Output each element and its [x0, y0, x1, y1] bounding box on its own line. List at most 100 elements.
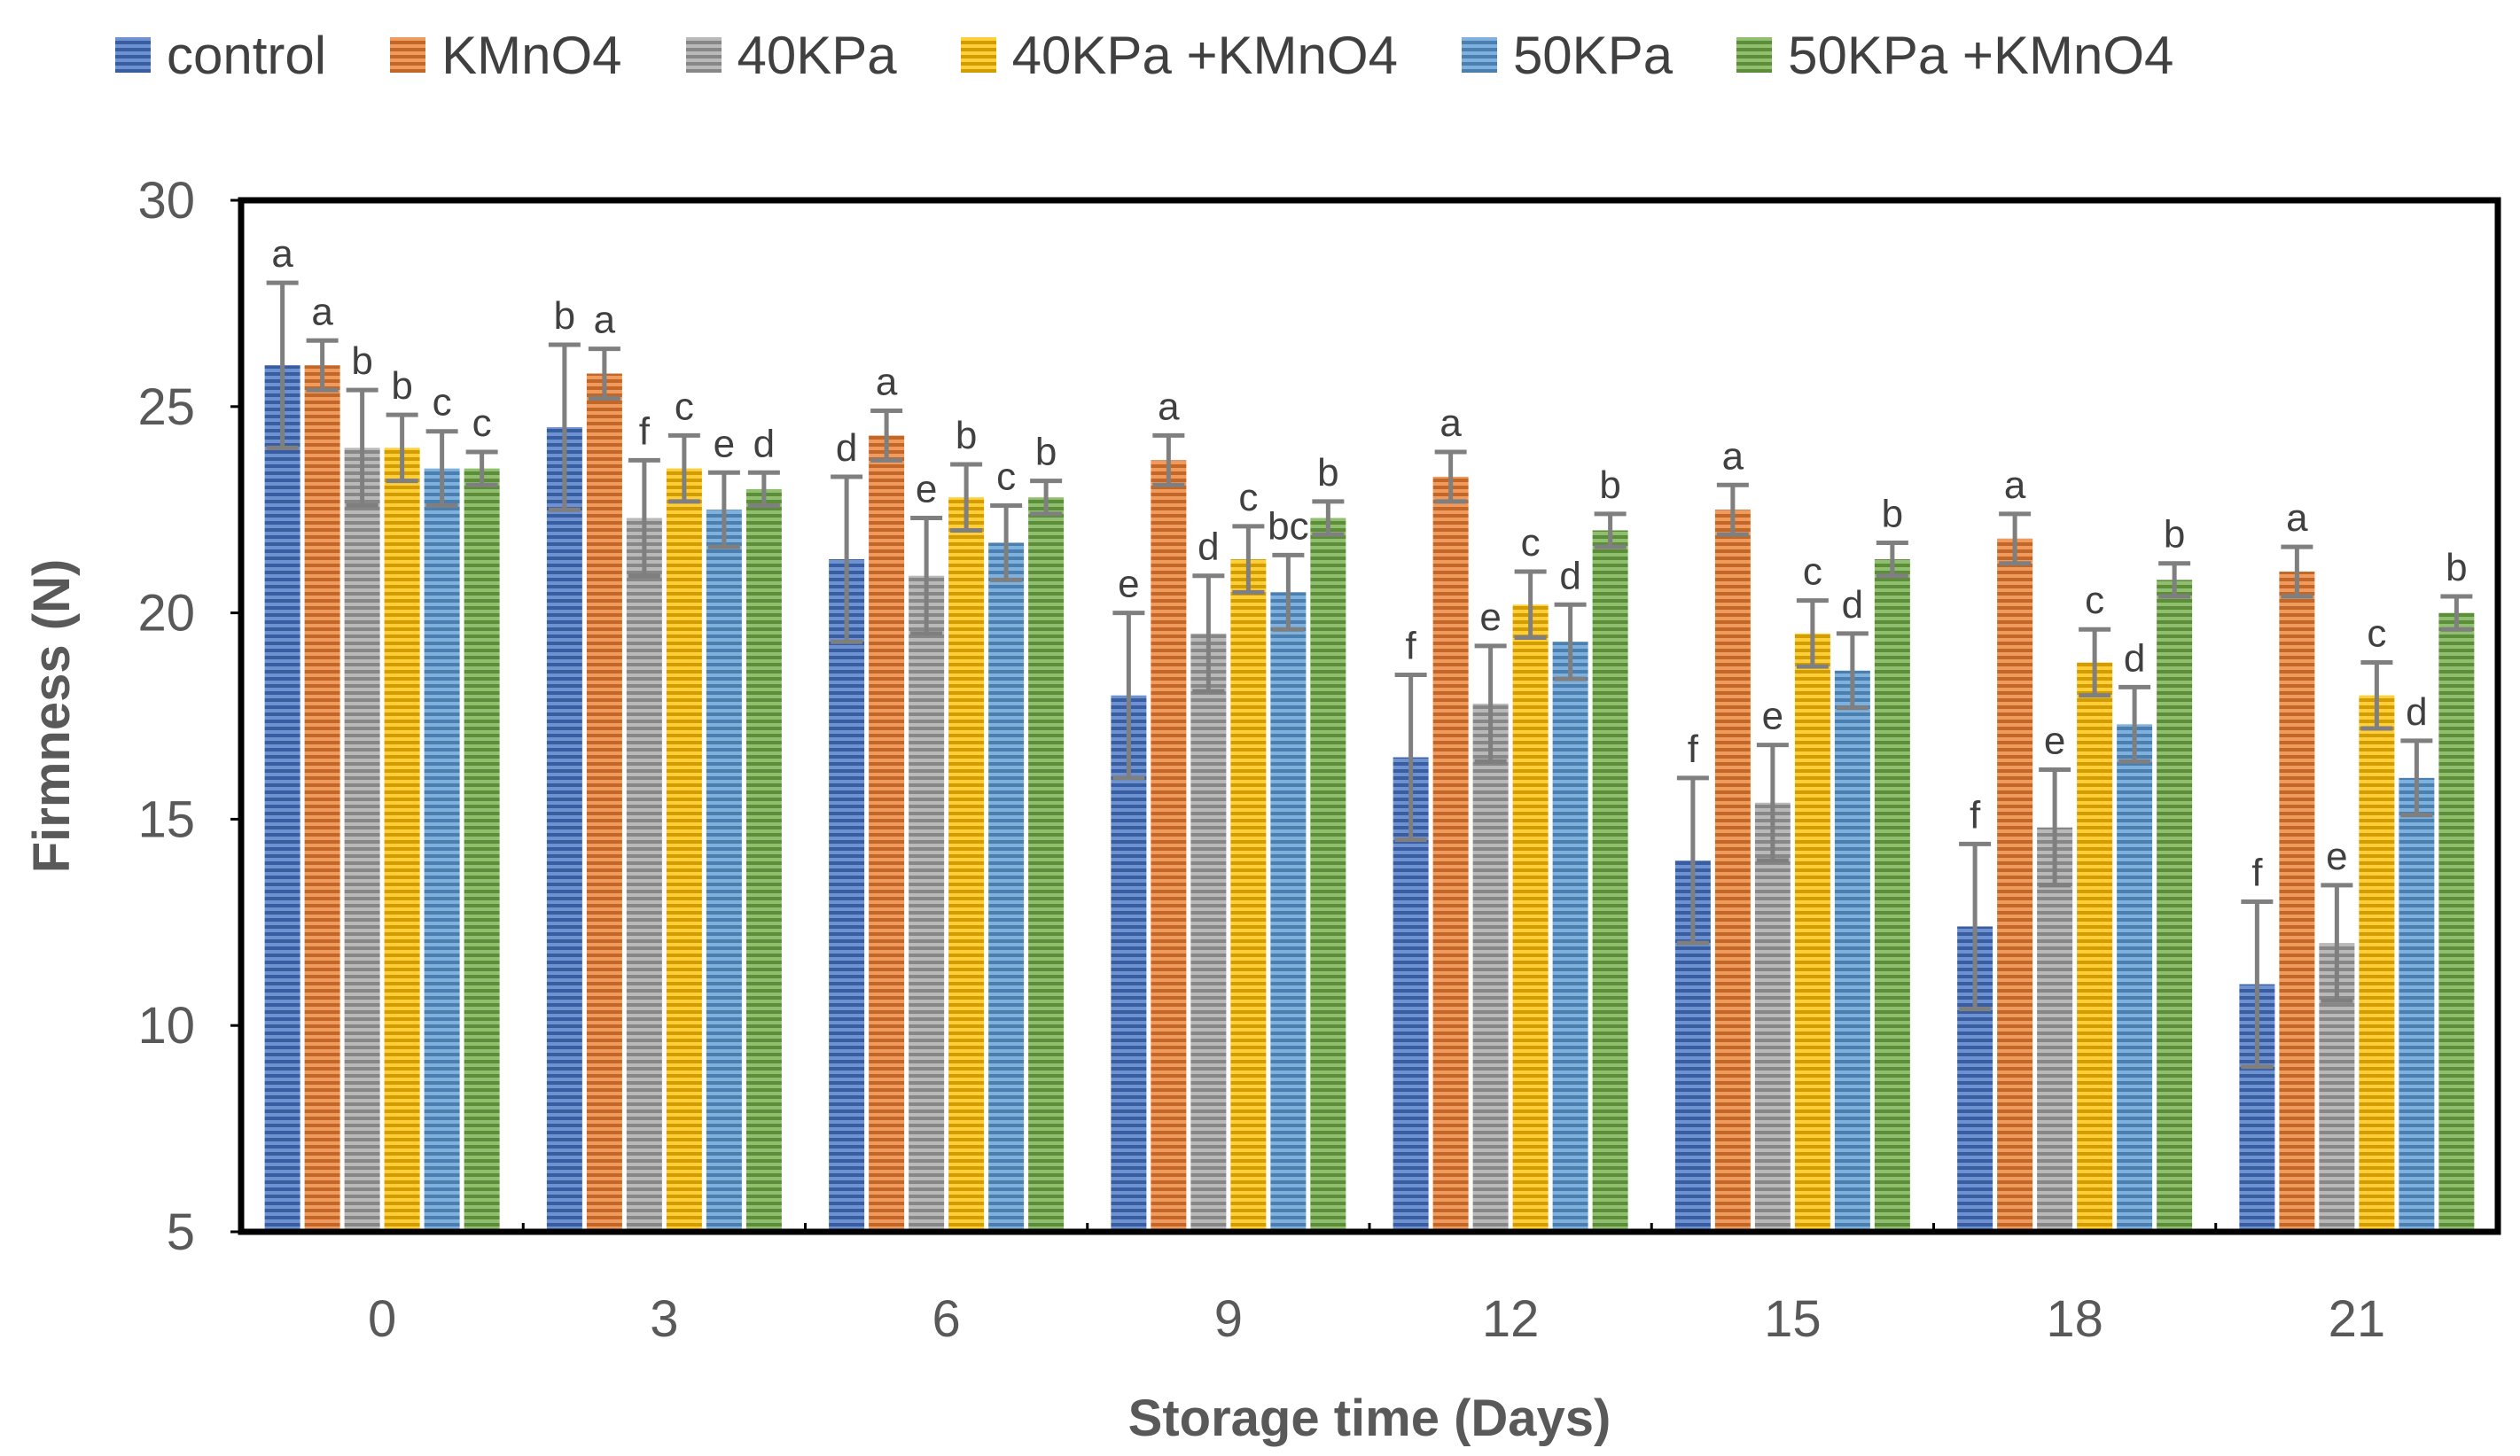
error-bar [2079, 627, 2111, 698]
bar [264, 365, 300, 1232]
legend-label: 50KPa [1512, 25, 1673, 85]
significance-letter: c [1521, 521, 1541, 564]
significance-letter: a [594, 299, 616, 342]
significance-letter: f [639, 409, 651, 453]
legend-item: control [115, 25, 326, 86]
bar [2279, 572, 2315, 1232]
significance-letter: d [1559, 554, 1580, 597]
error-bar [548, 342, 581, 512]
error-bar [2158, 561, 2191, 599]
legend-label: 40KPa [737, 25, 897, 85]
x-tick-label: 9 [1214, 1290, 1243, 1348]
significance-letter: c [2085, 579, 2104, 622]
bar [948, 497, 985, 1232]
error-bar [1112, 611, 1145, 781]
bar [1794, 633, 1830, 1232]
legend-swatch [1736, 37, 1773, 73]
significance-letter: a [1722, 434, 1744, 478]
significance-letter: e [2326, 835, 2347, 878]
significance-letter: e [916, 468, 937, 511]
error-bar [1152, 432, 1185, 487]
error-bar [870, 408, 903, 463]
bar [909, 575, 945, 1232]
error-bar [1554, 602, 1587, 681]
error-bar [1272, 552, 1305, 632]
significance-letter: e [1762, 695, 1783, 738]
significance-letter: d [836, 426, 857, 470]
significance-letter: c [675, 385, 694, 428]
x-tick-label: 6 [932, 1290, 960, 1348]
bar [2359, 695, 2395, 1232]
x-tick-label: 21 [2329, 1290, 2386, 1348]
error-bar [306, 338, 339, 393]
error-bar [831, 474, 863, 644]
bar [1310, 518, 1346, 1232]
bar [1472, 704, 1509, 1232]
bar [1834, 670, 1870, 1232]
x-tick-label: 0 [368, 1290, 396, 1348]
significance-letter: b [1317, 451, 1338, 494]
error-bar [425, 429, 458, 509]
significance-letter: a [1158, 385, 1180, 428]
legend-item: 50KPa [1461, 25, 1673, 86]
significance-letter: a [2004, 463, 2026, 507]
error-bar [2400, 738, 2433, 818]
bar [384, 448, 420, 1232]
x-axis-title: Storage time (Days) [1128, 1390, 1611, 1447]
error-bar [1312, 499, 1345, 537]
significance-letter: b [2164, 513, 2185, 557]
significance-letter: b [554, 294, 575, 338]
bar [1997, 538, 2033, 1232]
significance-letter: a [876, 360, 898, 403]
legend-item: 40KPa [685, 25, 897, 86]
bar [1754, 802, 1791, 1232]
significance-letter: c [472, 401, 492, 445]
error-bar [747, 470, 780, 509]
error-bar [588, 346, 620, 401]
bar [1432, 476, 1469, 1232]
legend-item: KMnO4 [390, 25, 622, 86]
error-bar [1716, 482, 1749, 537]
error-bar [990, 503, 1023, 582]
error-bar [386, 412, 418, 484]
significance-letter: a [2286, 496, 2308, 540]
error-bar [950, 462, 983, 533]
error-bar [1030, 479, 1063, 517]
legend: control KMnO4 40KPa 40KPa +KMnO4 50KPa 50KPa … [115, 19, 2237, 90]
bar [1230, 559, 1267, 1232]
error-bar [667, 432, 700, 504]
bar [2399, 777, 2435, 1232]
bar [424, 468, 460, 1232]
significance-letter: a [311, 290, 333, 333]
significance-letter: b [2446, 546, 2467, 589]
significance-letter: d [753, 422, 775, 465]
bar [2077, 662, 2113, 1232]
error-bar [2321, 883, 2353, 1003]
significance-letter: f [1970, 793, 1981, 837]
legend-label: 40KPa +KMnO4 [1011, 25, 1398, 85]
x-tick-label: 3 [650, 1290, 678, 1348]
legend-item: 50KPa +KMnO4 [1736, 25, 2173, 86]
bar [1151, 460, 1187, 1232]
bar [829, 559, 865, 1232]
legend-swatch [1461, 37, 1497, 73]
bar [1190, 633, 1227, 1232]
significance-letter: d [2406, 690, 2427, 734]
legend-swatch [390, 37, 426, 73]
error-bar [2440, 594, 2473, 632]
y-tick-label: 10 [137, 997, 195, 1055]
bar [2438, 612, 2475, 1232]
bar [344, 448, 380, 1232]
legend-swatch [685, 37, 722, 73]
bar [2157, 580, 2193, 1232]
error-bar [1594, 511, 1627, 549]
significance-letter: f [1688, 728, 1699, 771]
significance-letter: d [2124, 636, 2145, 680]
bar [1512, 604, 1549, 1232]
significance-letter: e [714, 422, 735, 465]
bar [869, 435, 905, 1233]
error-bar [1876, 540, 1908, 579]
y-tick-label: 25 [137, 378, 195, 436]
significance-letter: f [2251, 852, 2263, 895]
y-tick-label: 5 [167, 1203, 195, 1261]
